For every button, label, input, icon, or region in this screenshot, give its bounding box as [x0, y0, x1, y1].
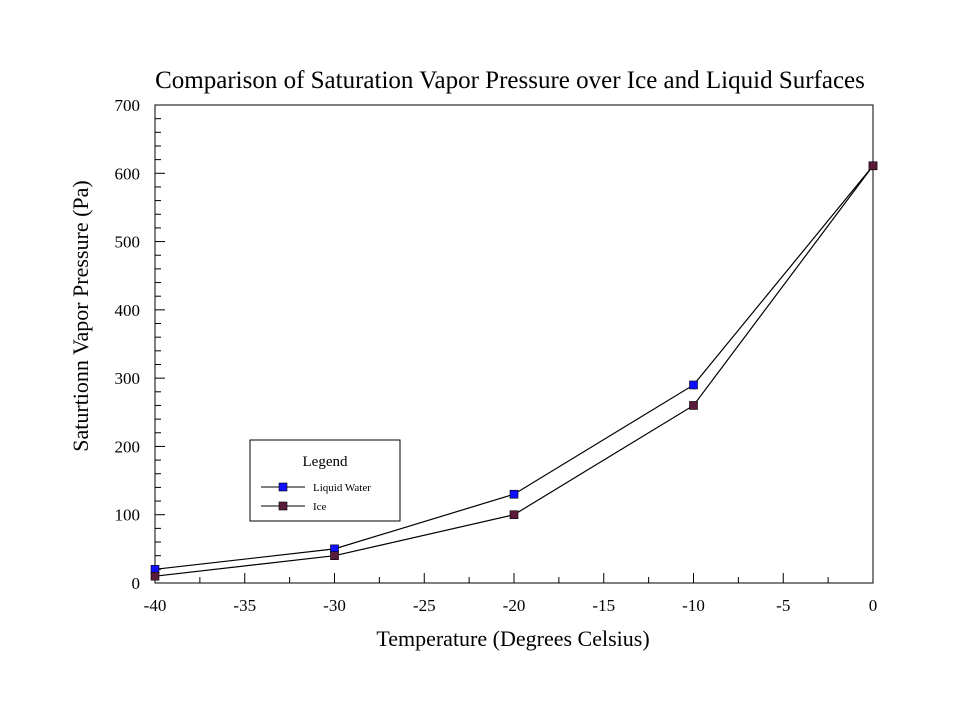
legend-box — [249, 439, 401, 522]
x-tick-label: -10 — [682, 596, 705, 615]
legend-marker — [278, 501, 288, 511]
x-axis: -40 -35 -30 -25 -20 -15 -10 -5 0 — [144, 573, 878, 615]
data-point-1-3 — [689, 401, 698, 410]
legend-label: Ice — [313, 501, 327, 513]
legend-marker — [278, 482, 288, 492]
y-tick-label: 500 — [115, 233, 141, 252]
x-tick-label: -35 — [233, 596, 256, 615]
data-point-1-0 — [150, 571, 160, 581]
legend: Legend Liquid Water Ice — [249, 439, 401, 522]
x-tick-label: -30 — [323, 596, 346, 615]
data-point-0-2 — [509, 489, 519, 499]
data-point-0-3 — [689, 380, 698, 390]
y-tick-label: 400 — [115, 301, 141, 320]
data-point-1-1 — [330, 551, 339, 560]
series-layer — [150, 161, 878, 581]
legend-title: Legend — [303, 454, 348, 470]
x-axis-label: Temperature (Degrees Celsius) — [376, 626, 649, 651]
x-tick-label: -5 — [776, 596, 790, 615]
y-axis-label: Saturtionn Vapor Pressure (Pa) — [68, 180, 93, 452]
legend-label: Liquid Water — [313, 482, 371, 494]
y-tick-label: 300 — [115, 369, 141, 388]
x-tick-label: -40 — [144, 596, 167, 615]
x-tick-label: 0 — [869, 596, 878, 615]
x-tick-label: -20 — [503, 596, 526, 615]
x-tick-label: -15 — [592, 596, 615, 615]
y-tick-label: 100 — [115, 506, 141, 525]
chart-title: Comparison of Saturation Vapor Pressure … — [155, 67, 865, 94]
y-tick-label: 600 — [115, 164, 141, 183]
y-axis: 0 100 200 300 400 500 600 700 — [115, 96, 165, 593]
y-tick-label: 200 — [115, 437, 141, 456]
x-tick-label: -25 — [413, 596, 436, 615]
data-point-1-2 — [509, 510, 519, 520]
y-tick-label: 0 — [132, 574, 141, 593]
y-tick-label: 700 — [115, 96, 141, 115]
data-point-1-4 — [868, 161, 878, 171]
